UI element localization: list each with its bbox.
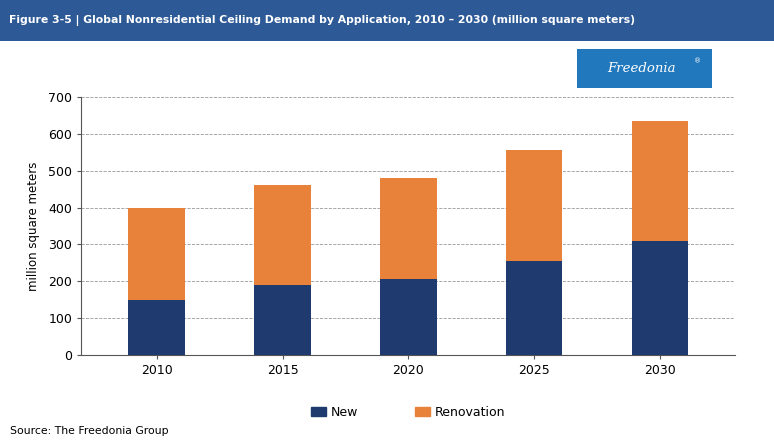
Bar	[128, 208, 185, 300]
Text: Figure 3-5 | Global Nonresidential Ceiling Demand by Application, 2010 – 2030 (m: Figure 3-5 | Global Nonresidential Ceili…	[9, 15, 635, 26]
Bar	[254, 285, 311, 355]
Legend: New, Renovation: New, Renovation	[307, 401, 510, 424]
Bar	[632, 121, 688, 241]
Text: Source: The Freedonia Group: Source: The Freedonia Group	[10, 426, 169, 436]
Bar	[632, 241, 688, 355]
Bar	[505, 261, 563, 355]
Text: ®: ®	[694, 58, 701, 64]
Y-axis label: million square meters: million square meters	[27, 161, 40, 291]
Bar	[254, 186, 311, 285]
Bar	[505, 150, 563, 261]
Bar	[380, 178, 437, 280]
Bar	[128, 300, 185, 355]
Bar	[380, 280, 437, 355]
Text: Freedonia: Freedonia	[608, 62, 676, 75]
